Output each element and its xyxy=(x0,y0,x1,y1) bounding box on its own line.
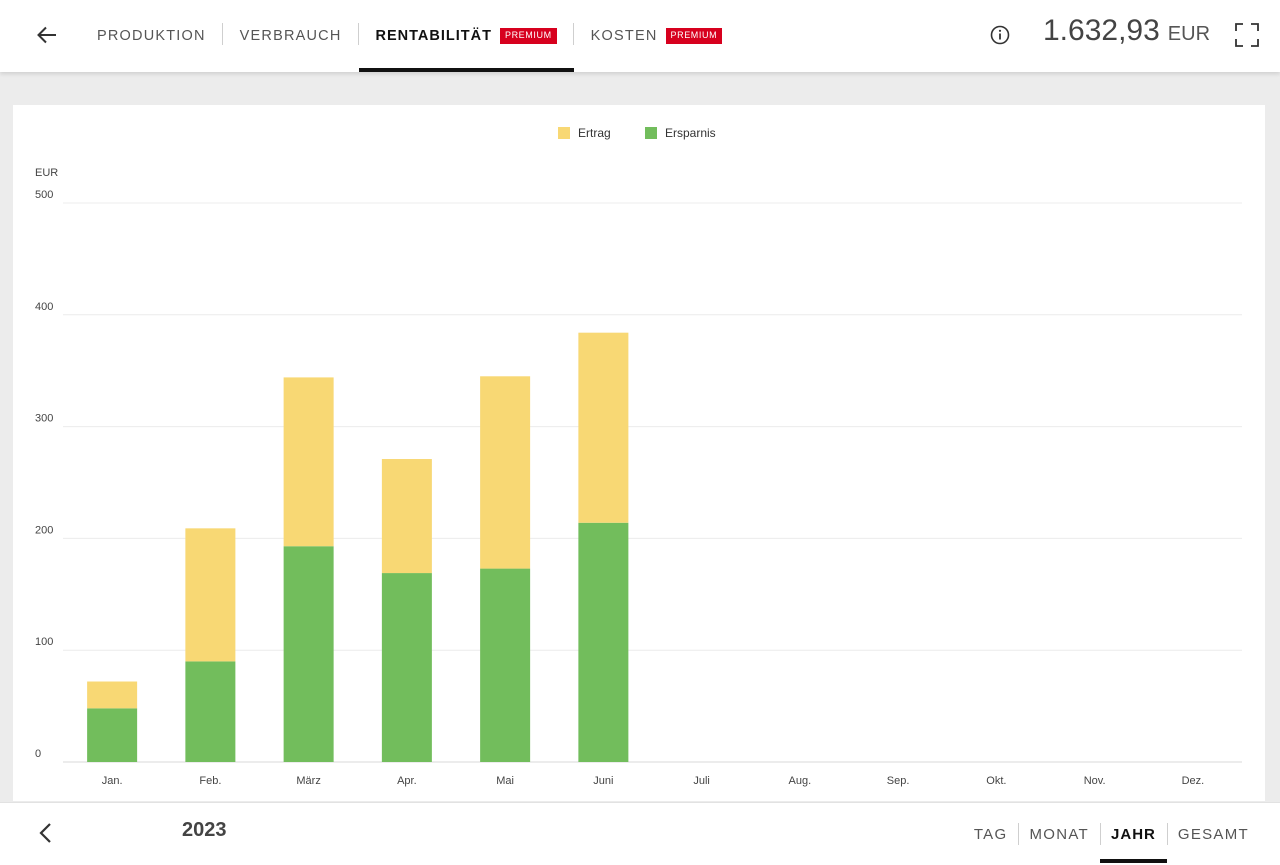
tab-divider xyxy=(357,23,359,45)
bar-ertrag[interactable] xyxy=(185,528,236,662)
period-divider xyxy=(1018,823,1020,845)
total-unit: EUR xyxy=(1167,23,1211,45)
previous-period-button[interactable] xyxy=(34,819,60,847)
tab-label: KOSTEN xyxy=(590,28,658,44)
y-tick-label: 200 xyxy=(35,524,53,536)
x-tick-label: Jan. xyxy=(102,775,123,787)
x-tick-label: Aug. xyxy=(789,775,812,787)
period-gesamt[interactable]: GESAMT xyxy=(1166,805,1260,863)
tab-rentabilitaet[interactable]: RENTABILITÄT PREMIUM xyxy=(358,0,574,72)
chart-card: Ertrag Ersparnis EUR 0 100 200 300 400 500 Jan… xyxy=(13,105,1265,801)
tab-divider xyxy=(221,23,223,45)
bar-ersparnis[interactable] xyxy=(480,568,531,762)
y-tick-label: 100 xyxy=(35,636,53,648)
legend-label: Ersparnis xyxy=(665,126,716,140)
x-tick-label: Nov. xyxy=(1084,775,1106,787)
legend-swatch xyxy=(645,127,657,139)
tab-label: PRODUKTION xyxy=(97,28,206,44)
y-tick-label: 400 xyxy=(35,301,53,313)
arrow-left-icon xyxy=(37,26,56,44)
x-tick-label: Juli xyxy=(693,775,710,787)
x-tick-label: Okt. xyxy=(986,775,1006,787)
bar-ersparnis[interactable] xyxy=(185,661,236,762)
legend-item-ertrag[interactable]: Ertrag xyxy=(558,126,611,140)
tab-verbrauch[interactable]: VERBRAUCH xyxy=(223,0,359,72)
tab-produktion[interactable]: PRODUKTION xyxy=(80,0,223,72)
period-divider xyxy=(1166,823,1168,845)
legend-label: Ertrag xyxy=(578,126,611,140)
premium-badge: PREMIUM xyxy=(499,28,557,44)
bar-ertrag[interactable] xyxy=(87,681,138,709)
period-label: MONAT xyxy=(1029,825,1090,843)
period-label: JAHR xyxy=(1111,825,1156,843)
top-navigation-bar: PRODUKTION VERBRAUCH RENTABILITÄT PREMIU… xyxy=(0,0,1280,72)
x-tick-label: Mai xyxy=(496,775,514,787)
bottom-navigation-bar: 2023 TAG MONAT JAHR GESAMT xyxy=(0,802,1280,865)
bar-ertrag[interactable] xyxy=(283,377,334,547)
total-value: 1.632,93 xyxy=(1043,14,1160,47)
period-label: TAG xyxy=(973,825,1008,843)
fullscreen-button[interactable] xyxy=(1234,22,1260,48)
period-divider xyxy=(1100,823,1102,845)
period-jahr[interactable]: JAHR xyxy=(1100,805,1167,863)
tab-label: VERBRAUCH xyxy=(239,28,342,44)
period-monat[interactable]: MONAT xyxy=(1018,805,1100,863)
y-tick-label: 300 xyxy=(35,413,53,425)
info-button[interactable] xyxy=(989,24,1011,46)
y-axis-label: EUR xyxy=(35,167,58,179)
back-button[interactable] xyxy=(32,20,62,50)
bar-ersparnis[interactable] xyxy=(578,522,629,762)
x-tick-label: Apr. xyxy=(397,775,417,787)
period-selector: TAG MONAT JAHR GESAMT xyxy=(963,803,1260,865)
bar-chart: EUR 0 100 200 300 400 500 Jan. Feb. März Apr. Mai J… xyxy=(35,167,1242,787)
legend-item-ersparnis[interactable]: Ersparnis xyxy=(645,126,716,140)
bar-ersparnis[interactable] xyxy=(381,573,432,762)
x-tick-label: Feb. xyxy=(199,775,221,787)
bar-ertrag[interactable] xyxy=(578,332,629,523)
x-tick-label: Juni xyxy=(593,775,613,787)
chevron-left-icon xyxy=(39,823,51,843)
tab-divider xyxy=(572,23,574,45)
current-year: 2023 xyxy=(182,819,227,841)
period-label: GESAMT xyxy=(1177,825,1249,843)
x-tick-label: Sep. xyxy=(887,775,910,787)
tab-label: RENTABILITÄT xyxy=(375,28,492,44)
x-tick-label: März xyxy=(296,775,320,787)
chart-legend: Ertrag Ersparnis xyxy=(13,105,1265,161)
x-tick-label: Dez. xyxy=(1182,775,1205,787)
y-tick-label: 500 xyxy=(35,189,53,201)
bar-ersparnis[interactable] xyxy=(283,546,334,762)
y-tick-label: 0 xyxy=(35,748,41,760)
bar-ersparnis[interactable] xyxy=(87,708,138,762)
bar-ertrag[interactable] xyxy=(381,459,432,574)
premium-badge: PREMIUM xyxy=(665,28,723,44)
bar-ertrag[interactable] xyxy=(480,376,531,569)
legend-swatch xyxy=(558,127,570,139)
tab-kosten[interactable]: KOSTEN PREMIUM xyxy=(574,0,740,72)
tab-bar: PRODUKTION VERBRAUCH RENTABILITÄT PREMIU… xyxy=(80,0,739,72)
period-tag[interactable]: TAG xyxy=(963,805,1019,863)
info-icon xyxy=(990,25,1010,45)
fullscreen-icon xyxy=(1235,23,1259,47)
total-amount: 1.632,93 EUR xyxy=(1043,14,1210,54)
